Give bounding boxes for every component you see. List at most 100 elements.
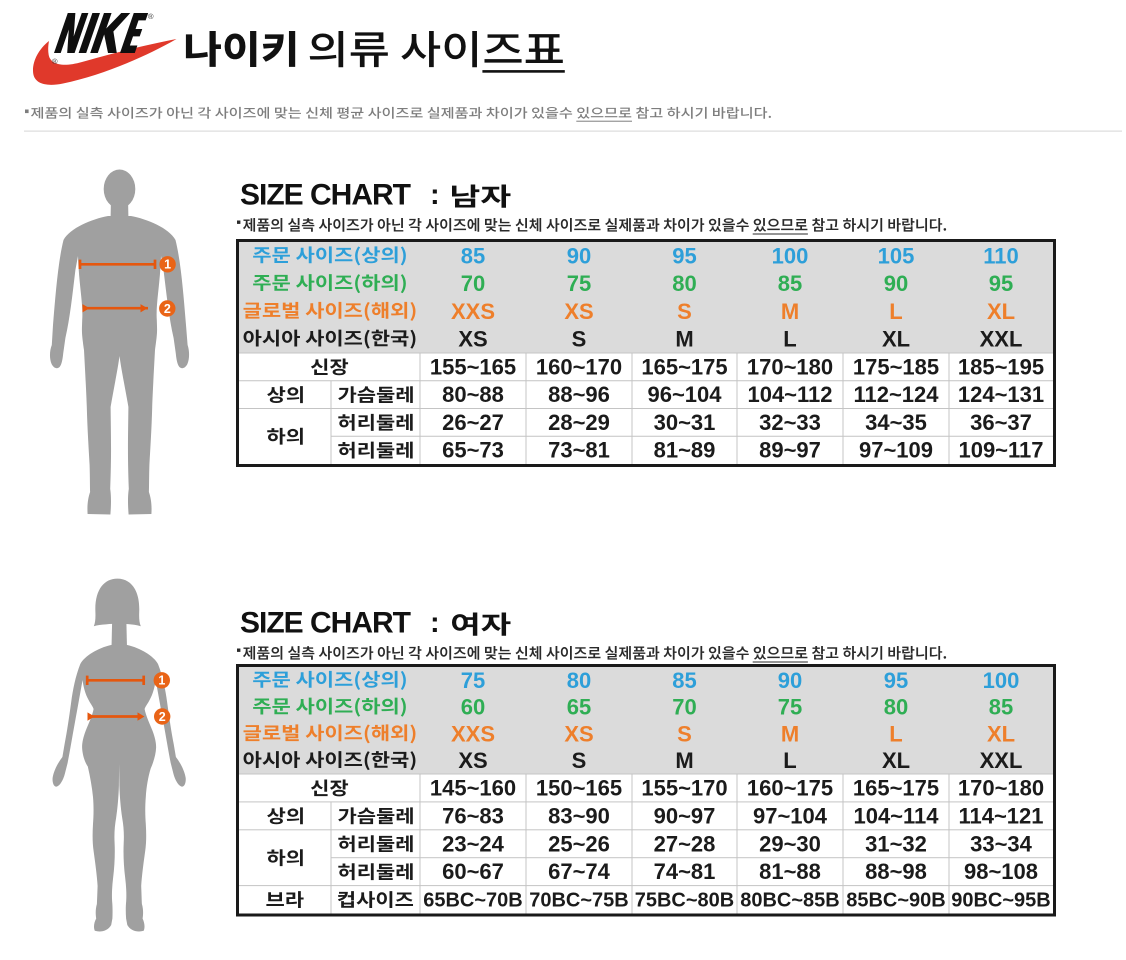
- svg-text:S: S: [677, 299, 692, 324]
- svg-text:65~73: 65~73: [442, 438, 504, 463]
- svg-text:75: 75: [461, 668, 485, 693]
- svg-text:XS: XS: [458, 748, 487, 773]
- svg-text:175~185: 175~185: [853, 355, 939, 380]
- svg-text:160~170: 160~170: [536, 355, 622, 380]
- svg-text:®: ®: [52, 57, 58, 66]
- svg-text:85: 85: [461, 244, 485, 269]
- svg-text:70: 70: [461, 271, 485, 296]
- svg-text:30~31: 30~31: [654, 410, 716, 435]
- svg-text:SIZE CHART: SIZE CHART: [240, 179, 411, 212]
- svg-text:74~81: 74~81: [654, 859, 716, 884]
- svg-text:88~96: 88~96: [548, 382, 610, 407]
- svg-text:160~175: 160~175: [747, 776, 833, 801]
- svg-text:L: L: [889, 722, 902, 747]
- svg-text:75: 75: [567, 271, 591, 296]
- svg-text:M: M: [675, 748, 693, 773]
- svg-text:155~170: 155~170: [641, 776, 727, 801]
- svg-text:27~28: 27~28: [654, 831, 716, 856]
- svg-text:95: 95: [884, 668, 908, 693]
- svg-text:97~104: 97~104: [753, 804, 828, 829]
- svg-text:65: 65: [567, 695, 591, 720]
- svg-text:104~114: 104~114: [853, 804, 939, 829]
- svg-text:75: 75: [778, 695, 802, 720]
- svg-text:90: 90: [567, 244, 591, 269]
- svg-text:85: 85: [989, 695, 1013, 720]
- svg-text:XXS: XXS: [451, 299, 495, 324]
- svg-text:104~112: 104~112: [747, 382, 832, 407]
- svg-text:XL: XL: [882, 327, 910, 352]
- svg-text:89~97: 89~97: [759, 438, 821, 463]
- svg-text:124~131: 124~131: [958, 382, 1044, 407]
- svg-text:105: 105: [878, 244, 915, 269]
- svg-text::: :: [430, 607, 440, 639]
- svg-text:XS: XS: [458, 327, 487, 352]
- svg-text:85: 85: [778, 271, 802, 296]
- svg-text:28~29: 28~29: [548, 410, 610, 435]
- svg-text:36~37: 36~37: [970, 410, 1032, 435]
- svg-text:1: 1: [158, 674, 165, 688]
- svg-text:SIZE CHART: SIZE CHART: [240, 607, 411, 640]
- svg-text:80: 80: [884, 695, 908, 720]
- svg-text::: :: [430, 179, 440, 211]
- svg-text:95: 95: [672, 244, 696, 269]
- svg-text:M: M: [675, 327, 693, 352]
- svg-text:XXL: XXL: [980, 748, 1023, 773]
- svg-text:150~165: 150~165: [536, 776, 622, 801]
- svg-text:165~175: 165~175: [853, 776, 939, 801]
- svg-text:XXL: XXL: [980, 327, 1023, 352]
- svg-text:23~24: 23~24: [442, 831, 505, 856]
- svg-text:2: 2: [164, 302, 171, 316]
- svg-text:XL: XL: [987, 299, 1015, 324]
- svg-text:109~117: 109~117: [958, 438, 1043, 463]
- svg-text:96~104: 96~104: [647, 382, 722, 407]
- svg-text:100: 100: [983, 668, 1020, 693]
- svg-text:170~180: 170~180: [747, 355, 833, 380]
- svg-text:85BC~90B: 85BC~90B: [846, 890, 946, 912]
- svg-text:80: 80: [672, 271, 696, 296]
- svg-text:S: S: [677, 722, 692, 747]
- svg-text:XL: XL: [987, 722, 1015, 747]
- svg-text:34~35: 34~35: [865, 410, 927, 435]
- svg-text:65BC~70B: 65BC~70B: [423, 890, 523, 912]
- svg-text:145~160: 145~160: [430, 776, 516, 801]
- svg-text:L: L: [783, 748, 796, 773]
- svg-text:114~121: 114~121: [958, 804, 1043, 829]
- svg-text:XS: XS: [564, 299, 593, 324]
- svg-text:1: 1: [164, 258, 171, 272]
- svg-text:97~109: 97~109: [859, 438, 933, 463]
- svg-text:73~81: 73~81: [548, 438, 610, 463]
- svg-text:76~83: 76~83: [442, 804, 504, 829]
- svg-text:32~33: 32~33: [759, 410, 821, 435]
- svg-text:83~90: 83~90: [548, 804, 610, 829]
- svg-text:80~88: 80~88: [442, 382, 504, 407]
- svg-text:25~26: 25~26: [548, 831, 610, 856]
- svg-text:S: S: [572, 748, 587, 773]
- svg-text:70BC~75B: 70BC~75B: [529, 890, 629, 912]
- svg-text:90BC~95B: 90BC~95B: [951, 890, 1051, 912]
- svg-text:M: M: [781, 722, 799, 747]
- svg-text:60~67: 60~67: [442, 859, 504, 884]
- svg-text:S: S: [572, 327, 587, 352]
- svg-text:90: 90: [778, 668, 802, 693]
- svg-text:®: ®: [148, 12, 154, 21]
- svg-text:155~165: 155~165: [430, 355, 516, 380]
- svg-text:33~34: 33~34: [970, 831, 1033, 856]
- svg-text:80BC~85B: 80BC~85B: [740, 890, 840, 912]
- svg-text:2: 2: [159, 710, 166, 724]
- svg-text:XS: XS: [564, 722, 593, 747]
- svg-text:85: 85: [672, 668, 696, 693]
- svg-text:70: 70: [672, 695, 696, 720]
- svg-text:81~89: 81~89: [654, 438, 716, 463]
- svg-text:XXS: XXS: [451, 722, 495, 747]
- svg-text:L: L: [889, 299, 902, 324]
- svg-text:26~27: 26~27: [442, 410, 504, 435]
- svg-text:L: L: [783, 327, 796, 352]
- svg-text:67~74: 67~74: [548, 859, 611, 884]
- svg-text:112~124: 112~124: [853, 382, 939, 407]
- svg-text:100: 100: [772, 244, 809, 269]
- svg-text:XL: XL: [882, 748, 910, 773]
- svg-text:170~180: 170~180: [958, 776, 1044, 801]
- svg-text:165~175: 165~175: [641, 355, 727, 380]
- svg-text:M: M: [781, 299, 799, 324]
- svg-text:81~88: 81~88: [759, 859, 821, 884]
